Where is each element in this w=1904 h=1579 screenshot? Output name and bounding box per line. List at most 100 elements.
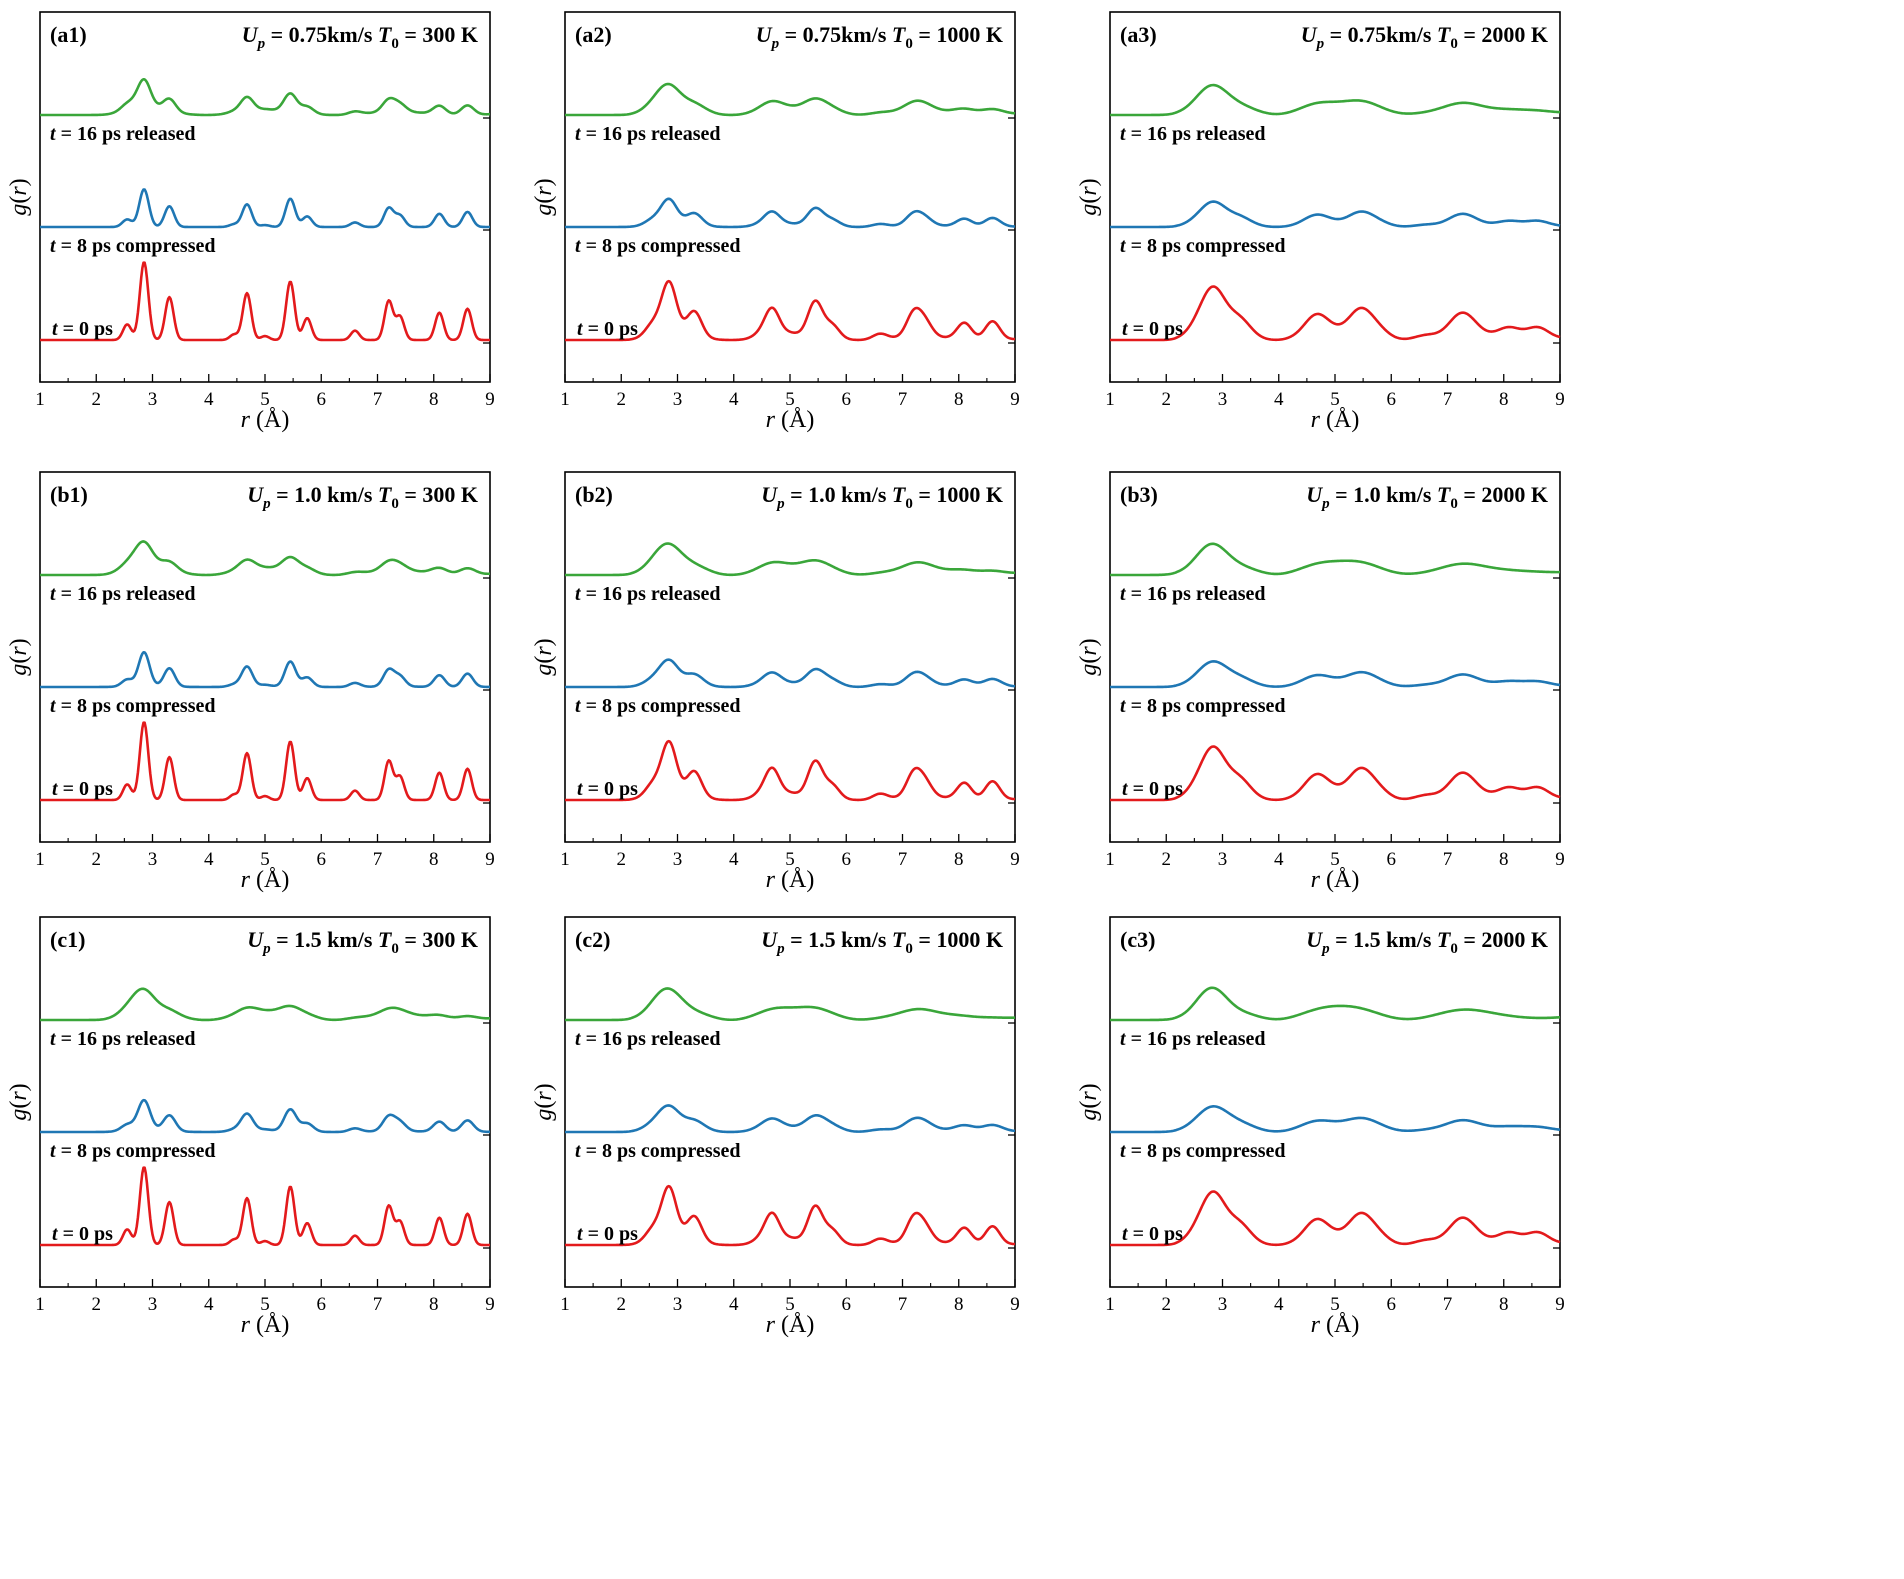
x-tick-label: 2 [617,849,627,870]
x-axis-title: r (Å) [766,867,815,893]
series-label-t16: t = 16 ps released [575,1028,720,1050]
panel-c3: 1 2 3 4 5 6 7 8 9 r (Å) g(r) (c3) Up = 1.5 km/s T0 =… [1076,916,1565,1338]
series-label-t0: t = 0 ps [1122,778,1183,800]
x-tick-label: 4 [204,1294,214,1315]
x-tick-label: 7 [898,849,908,870]
x-tick-label: 6 [1387,1294,1397,1315]
y-axis-title: g(r) [531,1083,557,1120]
series-label-t16: t = 16 ps released [1120,1028,1265,1050]
panel-label: (b3) [1120,482,1158,507]
x-tick-label: 5 [1330,849,1340,870]
panel-condition: Up = 1.0 km/s T0 = 1000 K [761,482,1003,512]
x-tick-label: 7 [1443,1294,1453,1315]
x-tick-label: 9 [1010,849,1020,870]
panel-b3: 1 2 3 4 5 6 7 8 9 r (Å) g(r) (b3) Up = 1.0 km/s T0 =… [1076,471,1565,893]
x-tick-label: 5 [260,849,270,870]
panel-label: (b2) [575,482,613,507]
series-t16-line [564,82,1016,117]
series-t0-line [39,721,491,802]
x-tick-label: 2 [1162,1294,1172,1315]
x-tick-label: 4 [204,389,214,410]
x-tick-label: 7 [1443,849,1453,870]
series-t8-line [1109,200,1561,229]
x-tick-label: 8 [954,849,964,870]
series-label-t0: t = 0 ps [1122,318,1183,340]
panel-b2: 1 2 3 4 5 6 7 8 9 r (Å) g(r) (b2) Up = 1.0 km/s T0 =… [531,471,1020,893]
x-tick-label: 3 [1218,389,1228,410]
x-tick-label: 9 [1010,389,1020,410]
series-t16-line [1109,986,1561,1022]
series-t0-line [39,261,491,342]
series-label-t16: t = 16 ps released [1120,123,1265,145]
x-tick-label: 9 [1555,389,1565,410]
x-tick-label: 4 [729,849,739,870]
x-tick-label: 1 [35,389,45,410]
series-label-t16: t = 16 ps released [1120,583,1265,605]
panel-condition: Up = 1.5 km/s T0 = 1000 K [761,927,1003,957]
x-tick-label: 3 [673,849,683,870]
x-tick-label: 9 [485,849,495,870]
x-tick-label: 6 [1387,389,1397,410]
series-label-t8: t = 8 ps compressed [575,695,740,717]
x-tick-label: 3 [148,849,158,870]
x-tick-label: 6 [317,849,327,870]
x-tick-label: 4 [1274,849,1284,870]
panel-a1: 1 2 3 4 5 6 7 8 9 r (Å) g(r) (a1) Up = 0.75km/s T0 =… [6,11,495,433]
panel-a2: 1 2 3 4 5 6 7 8 9 r (Å) g(r) (a2) Up = 0.75km/s T0 =… [531,11,1020,433]
x-tick-label: 9 [1010,1294,1020,1315]
x-tick-label: 2 [92,849,102,870]
x-tick-label: 9 [485,1294,495,1315]
series-label-t0: t = 0 ps [52,778,113,800]
series-label-t0: t = 0 ps [1122,1223,1183,1245]
x-tick-label: 8 [954,389,964,410]
series-label-t0: t = 0 ps [52,1223,113,1245]
y-axis-title: g(r) [6,178,32,215]
series-label-t16: t = 16 ps released [50,583,195,605]
x-tick-label: 2 [92,1294,102,1315]
x-tick-label: 9 [1555,849,1565,870]
x-tick-label: 4 [204,849,214,870]
x-tick-label: 2 [617,1294,627,1315]
x-tick-label: 1 [560,1294,570,1315]
panel-label: (a1) [50,22,87,47]
x-tick-label: 4 [729,389,739,410]
x-tick-label: 5 [260,389,270,410]
y-axis-title: g(r) [6,1083,32,1120]
y-axis-title: g(r) [1076,1083,1102,1120]
x-tick-label: 5 [785,1294,795,1315]
series-label-t8: t = 8 ps compressed [50,695,215,717]
x-tick-label: 4 [729,1294,739,1315]
series-label-t16: t = 16 ps released [50,123,195,145]
panel-condition: Up = 0.75km/s T0 = 2000 K [1301,22,1548,52]
x-tick-label: 9 [485,389,495,410]
x-tick-label: 2 [1162,849,1172,870]
x-axis-title: r (Å) [241,407,290,433]
x-axis-title: r (Å) [1311,1312,1360,1338]
series-t16-line [564,542,1016,577]
x-tick-label: 7 [898,389,908,410]
series-t0-line [564,279,1016,342]
x-tick-label: 1 [35,849,45,870]
series-t0-line [564,739,1016,802]
panel-label: (a3) [1120,22,1157,47]
panel-a3: 1 2 3 4 5 6 7 8 9 r (Å) g(r) (a3) Up = 0.75km/s T0 =… [1076,11,1565,433]
y-axis-title: g(r) [531,178,557,215]
x-axis-title: r (Å) [766,1312,815,1338]
series-t16-line [564,987,1016,1022]
series-label-t0: t = 0 ps [577,1223,638,1245]
series-label-t16: t = 16 ps released [50,1028,195,1050]
x-tick-label: 6 [842,1294,852,1315]
series-label-t0: t = 0 ps [577,778,638,800]
panel-label: (c1) [50,927,85,952]
series-label-t0: t = 0 ps [577,318,638,340]
x-tick-label: 7 [373,1294,383,1315]
x-tick-label: 2 [92,389,102,410]
panel-label: (a2) [575,22,612,47]
x-tick-label: 2 [1162,389,1172,410]
x-tick-label: 5 [785,849,795,870]
series-label-t8: t = 8 ps compressed [1120,695,1285,717]
x-tick-label: 5 [260,1294,270,1315]
y-axis-title: g(r) [531,638,557,675]
series-t8-line [564,1104,1016,1134]
